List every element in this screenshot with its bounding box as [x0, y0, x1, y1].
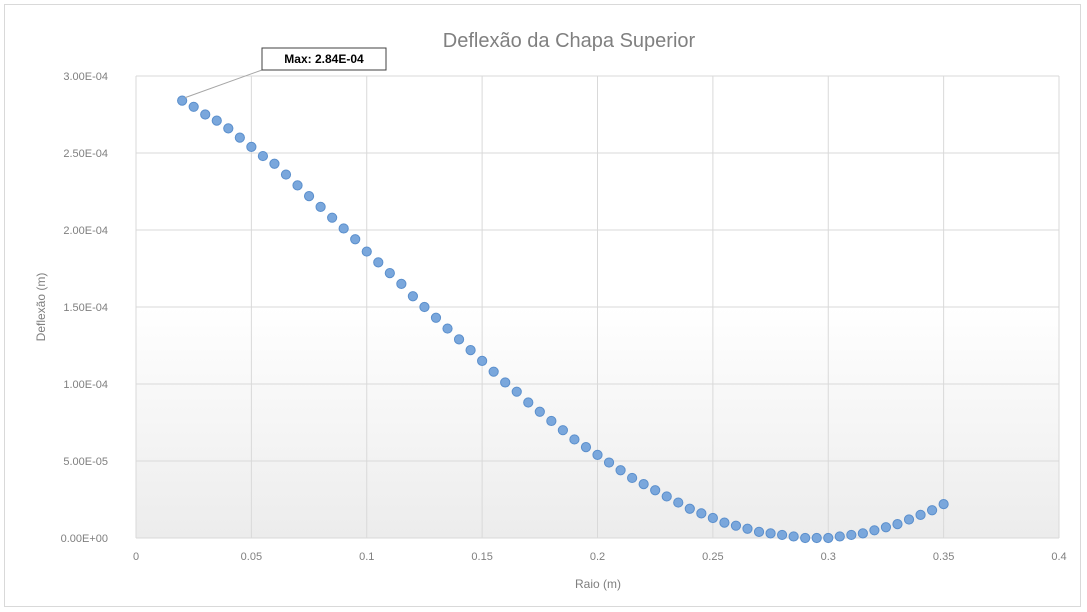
- data-point: [592, 449, 603, 460]
- data-point: [384, 268, 395, 279]
- data-point: [638, 479, 649, 490]
- data-point: [811, 532, 822, 544]
- data-point: [788, 531, 799, 542]
- data-point: [292, 180, 303, 191]
- data-point: [615, 465, 626, 476]
- data-point: [223, 123, 234, 134]
- x-tick-label: 0.05: [241, 551, 262, 563]
- data-points: [177, 95, 949, 544]
- data-point: [707, 512, 718, 524]
- data-point: [880, 522, 892, 533]
- data-point: [534, 406, 545, 417]
- data-point: [500, 377, 511, 388]
- x-tick-label: 0.35: [933, 551, 954, 563]
- data-point: [269, 158, 280, 169]
- data-point: [650, 485, 661, 496]
- x-tick-label: 0.1: [359, 551, 374, 563]
- y-axis-label: Deflexão (m): [34, 273, 48, 342]
- data-point: [938, 499, 949, 510]
- data-point: [407, 291, 418, 302]
- data-point: [846, 529, 857, 541]
- y-tick-label: 1.50E-04: [63, 302, 108, 314]
- data-point: [280, 169, 292, 180]
- y-tick-label: 3.00E-04: [63, 71, 108, 83]
- data-point: [869, 525, 880, 536]
- data-point: [257, 150, 269, 162]
- data-point: [719, 517, 730, 528]
- data-point: [430, 312, 442, 323]
- data-point: [477, 355, 488, 366]
- data-point: [361, 246, 372, 257]
- data-point: [915, 509, 926, 521]
- data-point: [627, 472, 638, 484]
- x-axis-ticks: 0 0.05 0.1 0.15 0.2 0.25 0.3 0.35 0.4: [133, 551, 1067, 563]
- data-point: [396, 278, 407, 289]
- data-point: [177, 95, 188, 106]
- y-tick-label: 0.00E+00: [61, 533, 108, 545]
- data-point: [730, 520, 742, 531]
- data-point: [696, 508, 707, 519]
- data-point: [200, 109, 211, 120]
- y-tick-label: 2.00E-04: [63, 225, 108, 237]
- y-tick-label: 2.50E-04: [63, 148, 108, 160]
- data-point: [453, 334, 465, 345]
- x-tick-label: 0.15: [471, 551, 492, 563]
- data-point: [673, 497, 684, 508]
- annotation-leader-line: [184, 69, 263, 99]
- data-point: [303, 191, 315, 202]
- data-point: [234, 132, 245, 143]
- data-point: [327, 212, 338, 223]
- data-point: [777, 529, 788, 541]
- data-point: [753, 526, 765, 537]
- x-tick-label: 0.2: [590, 551, 605, 563]
- data-point: [800, 532, 811, 544]
- data-point: [603, 457, 615, 468]
- data-point: [834, 531, 845, 542]
- data-point: [465, 345, 476, 356]
- data-point: [857, 528, 868, 539]
- max-annotation: Max: 2.84E-04: [184, 47, 387, 99]
- data-point: [188, 101, 199, 112]
- data-point: [661, 491, 672, 502]
- data-point: [580, 442, 592, 453]
- data-point: [684, 503, 695, 514]
- data-point: [315, 201, 326, 212]
- gridlines: [135, 75, 1060, 539]
- data-point: [373, 257, 384, 268]
- x-tick-label: 0.25: [702, 551, 723, 563]
- data-point: [511, 386, 522, 397]
- data-point: [903, 514, 915, 525]
- data-point: [419, 301, 430, 313]
- data-point: [765, 528, 776, 539]
- data-point: [523, 397, 534, 408]
- y-tick-label: 5.00E-05: [63, 456, 108, 468]
- data-point: [926, 505, 938, 516]
- x-tick-label: 0.3: [821, 551, 836, 563]
- data-point: [546, 415, 557, 427]
- data-point: [892, 519, 903, 530]
- data-point: [442, 323, 453, 334]
- data-point: [246, 141, 257, 152]
- data-point: [742, 523, 753, 534]
- x-tick-label: 0: [133, 551, 139, 563]
- data-point: [211, 115, 222, 126]
- data-point: [488, 366, 499, 377]
- data-point: [338, 223, 349, 234]
- data-point: [557, 425, 568, 436]
- y-axis-ticks: 0.00E+00 5.00E-05 1.00E-04 1.50E-04 2.00E-04…: [61, 71, 108, 545]
- y-tick-label: 1.00E-04: [63, 379, 108, 391]
- data-point: [569, 434, 580, 445]
- x-axis-label: Raio (m): [575, 577, 621, 591]
- x-tick-label: 0.4: [1051, 551, 1066, 563]
- data-point: [823, 532, 834, 544]
- data-point: [350, 234, 361, 245]
- annotation-label: Max: 2.84E-04: [284, 52, 364, 66]
- annotation-box: [261, 47, 387, 71]
- chart-title: Deflexão da Chapa Superior: [443, 30, 696, 52]
